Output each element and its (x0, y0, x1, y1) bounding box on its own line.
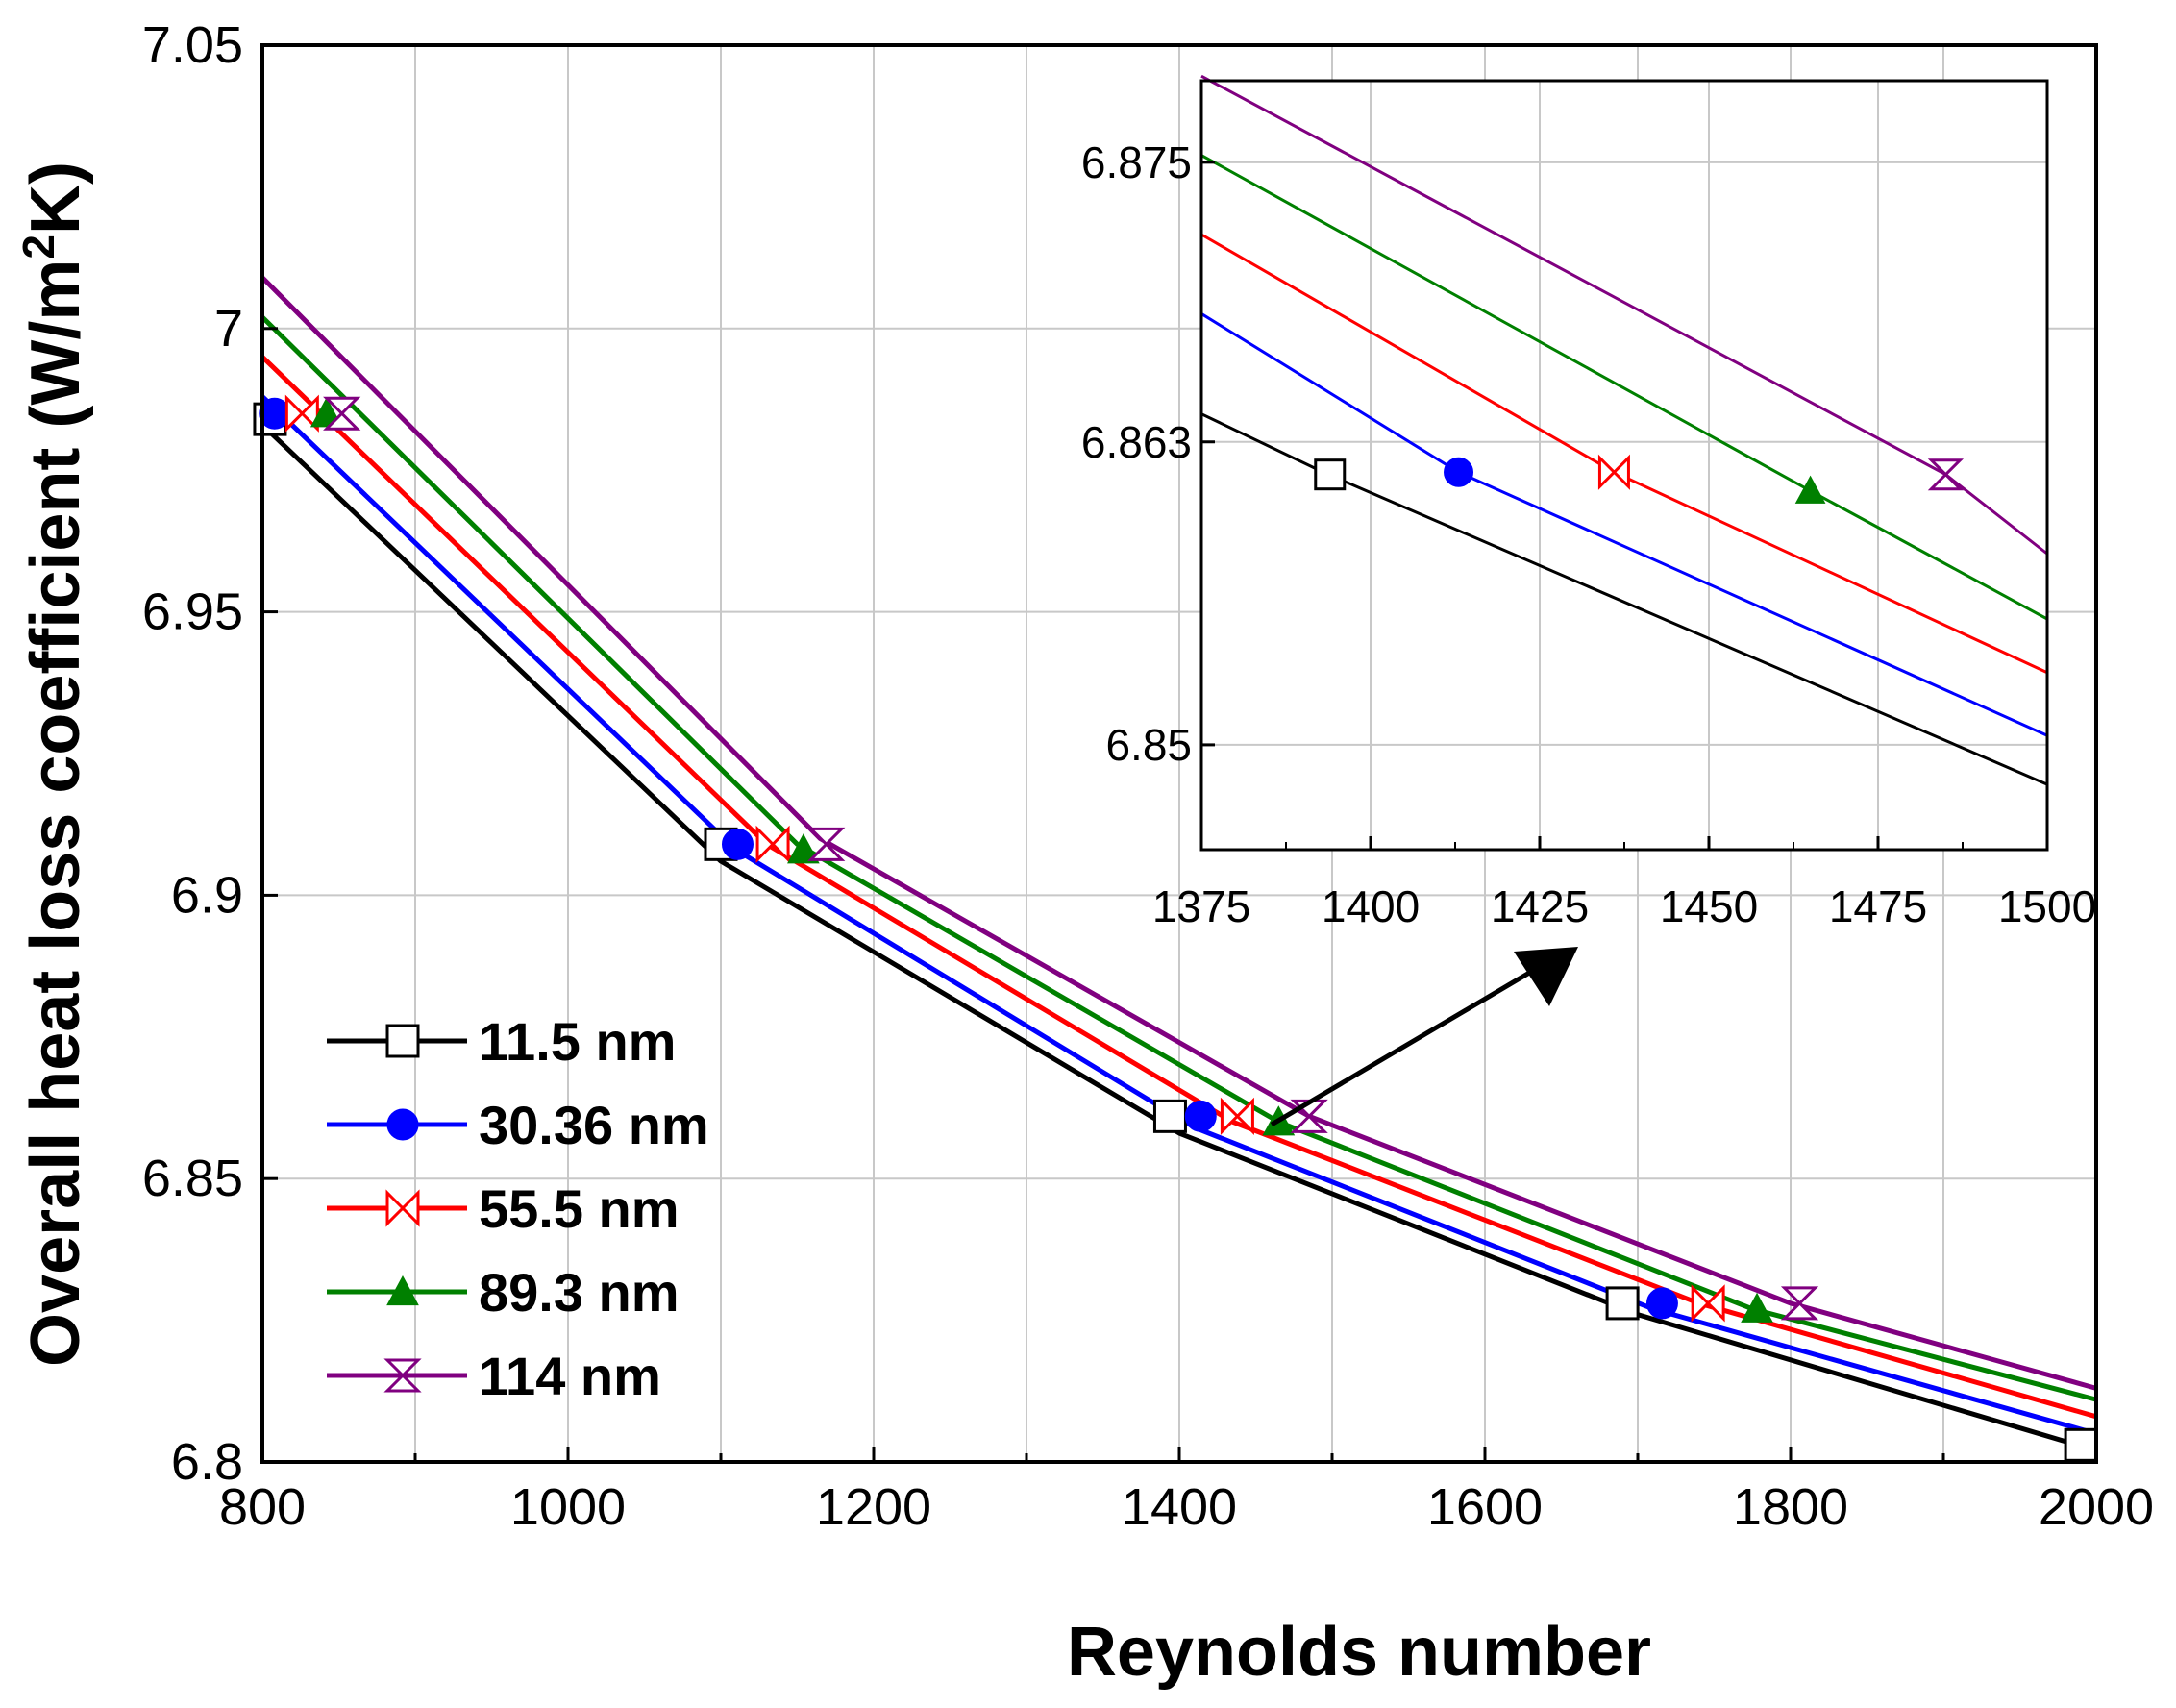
main-y-tick-label: 6.95 (142, 583, 243, 641)
legend-label-11-5-nm: 11.5 nm (479, 1011, 676, 1072)
legend-label-114-nm: 114 nm (479, 1346, 661, 1406)
main-y-tick-label: 6.9 (171, 866, 243, 924)
main-marker-55-5-nm (1691, 1284, 1725, 1323)
x-axis-title: Reynolds number (1067, 1614, 1651, 1691)
legend-marker-11-5-nm (385, 1024, 420, 1058)
main-marker-55-5-nm (755, 825, 790, 863)
main-y-tick-label: 7 (214, 300, 243, 358)
inset-x-tick-label: 1425 (1491, 881, 1589, 931)
main-x-tick-label: 1800 (1733, 1478, 1848, 1536)
y-axis-title: Overall heat loss coefficient (W/m2K) (13, 161, 94, 1367)
legend-label-89-3-nm: 89.3 nm (479, 1262, 680, 1323)
main-marker-30-36-nm (1184, 1100, 1217, 1132)
main-marker-114-nm (1780, 1286, 1819, 1321)
legend: 11.5 nm 30.36 nm 55.5 nm 89.3 nm 114 nm (327, 1011, 709, 1406)
main-marker-89-3-nm (787, 833, 820, 864)
legend-marker-89-3-nm (386, 1275, 419, 1306)
inset-marker-30-36-nm (1444, 457, 1474, 487)
main-marker-30-36-nm (721, 828, 754, 860)
legend-marker-55-5-nm (385, 1189, 420, 1227)
y-axis-title-main: Overall heat loss coefficient (W/m (17, 260, 94, 1367)
y-axis-title-suffix: K) (17, 161, 94, 235)
main-marker-30-36-nm (1645, 1287, 1678, 1320)
inset-x-tick-label: 1500 (1998, 881, 2096, 931)
y-axis-title-superscript: 2 (13, 235, 63, 260)
inset-series-group (1200, 74, 2048, 786)
main-x-tick-label: 1600 (1427, 1478, 1543, 1536)
main-marker-55-5-nm (284, 394, 319, 433)
main-marker-114-nm (807, 827, 846, 861)
legend-label-30-36-nm: 30.36 nm (479, 1095, 709, 1155)
inset-marker-114-nm (1927, 458, 1965, 491)
main-y-tick-label: 6.85 (142, 1150, 243, 1207)
main-x-tick-label: 800 (219, 1478, 306, 1536)
inset-y-tick-label: 6.863 (1081, 417, 1192, 467)
main-marker-11-5-nm (1152, 1099, 1187, 1133)
inset-marker-11-5-nm (1314, 458, 1347, 491)
legend-label-55-5-nm: 55.5 nm (479, 1178, 680, 1239)
legend-marker-114-nm (383, 1358, 422, 1393)
inset-x-tick-label: 1375 (1152, 881, 1250, 931)
inset-marker-89-3-nm (1794, 475, 1826, 504)
inset-y-tick-label: 6.875 (1081, 137, 1192, 187)
inset-x-tick-label: 1400 (1322, 881, 1420, 931)
main-marker-55-5-nm (1220, 1097, 1254, 1135)
main-x-tick-label: 2000 (2039, 1478, 2154, 1536)
main-marker-114-nm (323, 396, 361, 431)
inset-y-tick-label: 6.85 (1105, 720, 1192, 770)
legend-marker-30-36-nm (386, 1108, 419, 1141)
inset-marker-55-5-nm (1597, 454, 1630, 490)
main-marker-11-5-nm (2064, 1427, 2098, 1462)
inset-x-tick-label: 1475 (1829, 881, 1927, 931)
main-x-tick-label: 1000 (510, 1478, 626, 1536)
main-x-tick-label: 1400 (1122, 1478, 1237, 1536)
inset-ticks: 1375 1400 1425 1450 1475 1500 6.85 6.863 6.875 (1081, 137, 2096, 931)
zoom-arrow-line (1270, 966, 1538, 1127)
inset-grid (1201, 81, 2047, 850)
inset-x-tick-label: 1450 (1660, 881, 1758, 931)
main-marker-89-3-nm (1741, 1292, 1773, 1323)
main-ticks: 800 1000 1200 1400 1600 1800 2000 6.8 6.85 6.9 6.9… (142, 16, 2154, 1536)
zoom-arrow-head (1514, 947, 1578, 1006)
main-y-tick-label: 7.05 (142, 16, 243, 74)
main-series-line-11-5-nm (260, 423, 2097, 1453)
main-marker-11-5-nm (1605, 1286, 1640, 1321)
main-y-tick-label: 6.8 (171, 1433, 243, 1491)
main-x-tick-label: 1200 (816, 1478, 931, 1536)
